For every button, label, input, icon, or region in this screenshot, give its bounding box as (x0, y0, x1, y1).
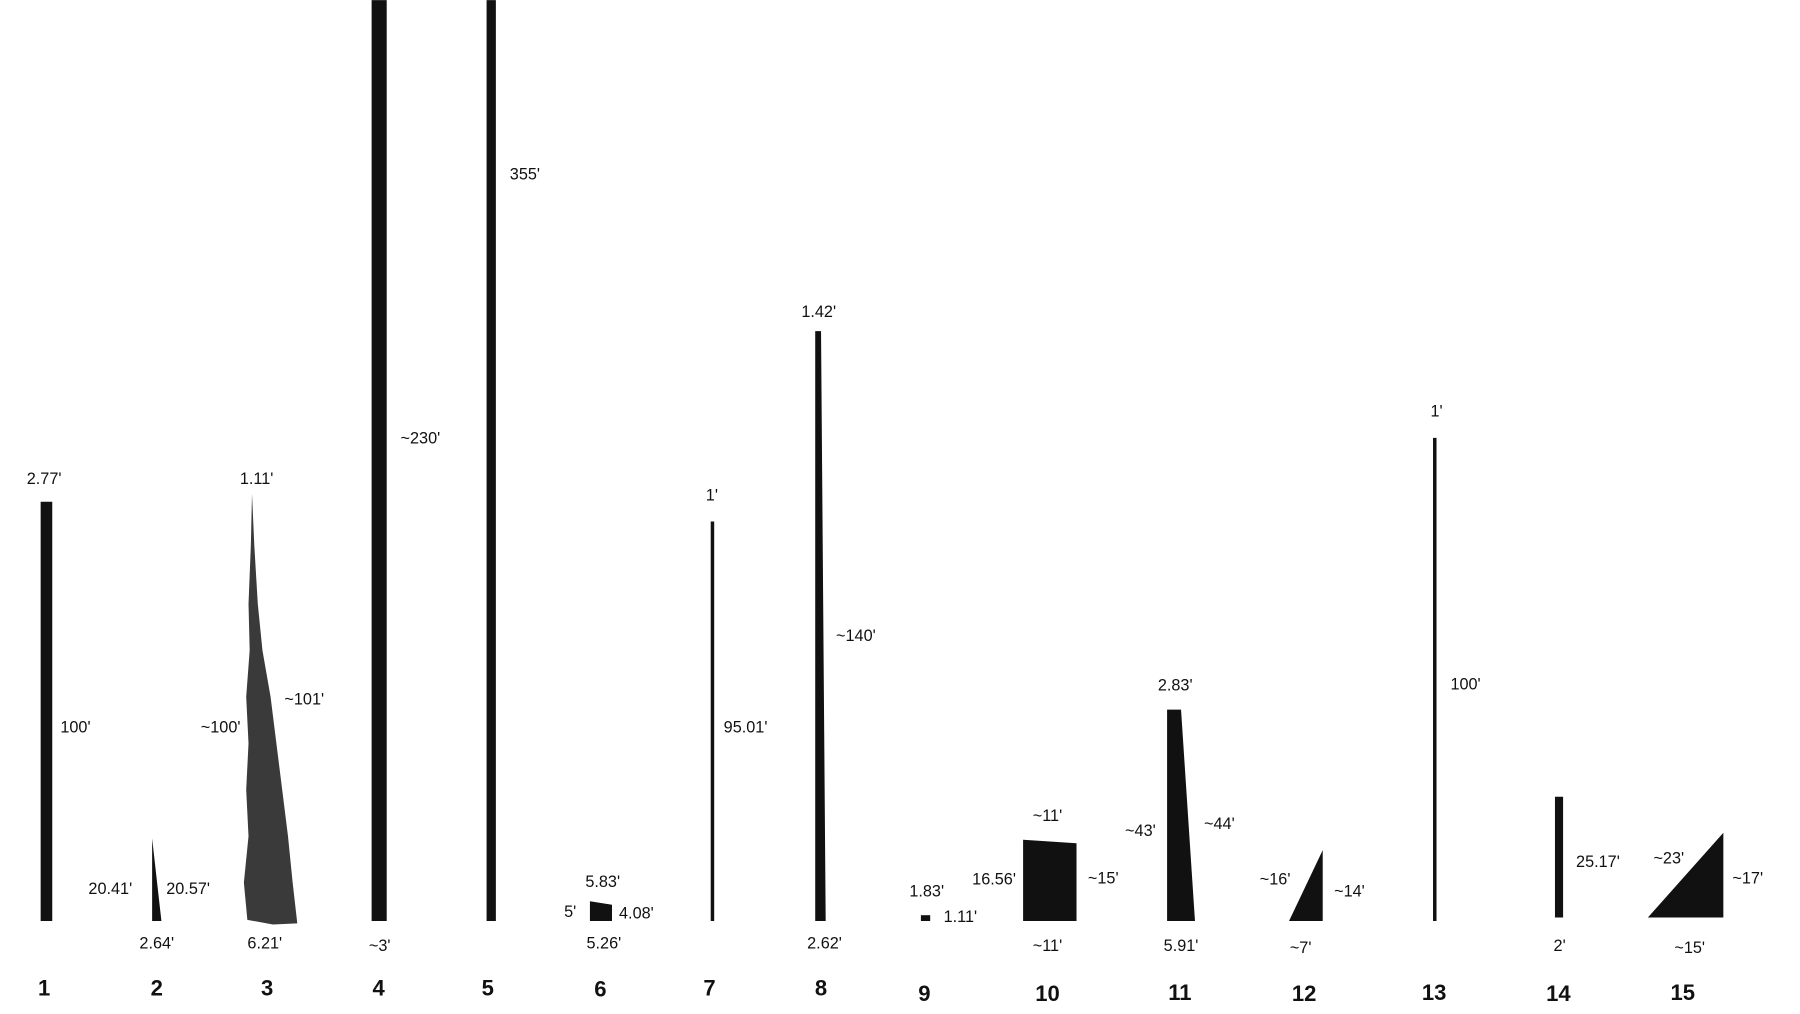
item-number: 9 (918, 981, 930, 1006)
dimension-label: 5.26' (587, 935, 622, 953)
item-number: 7 (703, 975, 715, 1000)
dimension-label: ~11' (1033, 937, 1062, 955)
item-number: 11 (1168, 980, 1191, 1005)
item-number: 13 (1422, 980, 1447, 1005)
dimension-label: ~101' (284, 691, 324, 709)
shape (243, 493, 298, 925)
dimension-label: 1' (706, 486, 718, 504)
shape (710, 521, 715, 921)
dimension-label: 1' (1430, 403, 1442, 421)
shape (920, 915, 931, 921)
dimension-label: ~15' (1674, 939, 1705, 957)
dimension-label: 5' (564, 903, 576, 921)
item-number: 12 (1292, 981, 1317, 1006)
item-number: 2 (151, 975, 163, 1000)
dimension-label: 2.83' (1158, 677, 1193, 695)
shape (152, 838, 162, 921)
dimension-label: 100' (1450, 676, 1480, 694)
shape (1647, 832, 1724, 918)
dimension-label: 2.77' (27, 470, 62, 488)
dimension-label: ~16' (1260, 871, 1291, 889)
shape (1289, 850, 1323, 921)
dimension-label: ~100' (201, 719, 241, 737)
item-number: 4 (372, 975, 385, 1000)
item-number: 14 (1546, 981, 1571, 1006)
shape (1167, 709, 1195, 921)
dimension-label: ~43' (1125, 822, 1156, 840)
dimension-label: ~44' (1204, 815, 1235, 833)
dimension-label: 100' (60, 719, 90, 737)
dimension-label: 4.08' (619, 904, 654, 922)
item-number: 1 (38, 975, 50, 1000)
dimension-label: 2.64' (139, 935, 174, 953)
item-number: 10 (1035, 981, 1060, 1006)
dimension-label: ~11' (1033, 807, 1062, 825)
shape (1433, 437, 1437, 921)
dimension-label: 20.41' (88, 880, 132, 898)
dimension-label: 25.17' (1576, 853, 1620, 871)
shape (371, 0, 387, 921)
dimension-label: ~15' (1088, 869, 1119, 887)
dimension-label: 2.62' (807, 935, 842, 953)
dimension-label: ~23' (1653, 850, 1684, 868)
dimension-label: 1.83' (909, 882, 944, 900)
dimension-label: 2' (1554, 937, 1566, 955)
dimension-label: 6.21' (247, 935, 282, 953)
item-number: 8 (815, 975, 827, 1000)
shape (815, 331, 826, 921)
item-number: 6 (594, 977, 606, 1002)
dimension-label: 1.11' (944, 908, 978, 926)
dimension-label: ~140' (836, 627, 876, 645)
dimension-label: 20.57' (166, 880, 210, 898)
shape (40, 501, 53, 921)
dimension-label: ~7' (1290, 939, 1312, 957)
dimension-label: 5.83' (585, 873, 620, 891)
dimension-label: 1.42' (801, 303, 836, 321)
item-number: 15 (1670, 980, 1695, 1005)
dimension-label: ~230' (401, 429, 441, 447)
dimension-label: ~17' (1732, 869, 1763, 887)
dimension-label: 355' (510, 166, 540, 184)
item-number: 3 (261, 975, 273, 1000)
dimension-label: 95.01' (724, 719, 768, 737)
dimension-label: ~14' (1334, 882, 1365, 900)
shape (486, 0, 496, 921)
shape (589, 901, 612, 921)
dimension-label: 5.91' (1164, 937, 1199, 955)
shape (1554, 796, 1564, 918)
dimension-label: ~3' (369, 937, 391, 955)
dimension-label: 16.56' (972, 871, 1016, 889)
dimension-label: 1.11' (240, 470, 274, 488)
item-number: 5 (482, 975, 494, 1000)
shape (1023, 839, 1077, 921)
